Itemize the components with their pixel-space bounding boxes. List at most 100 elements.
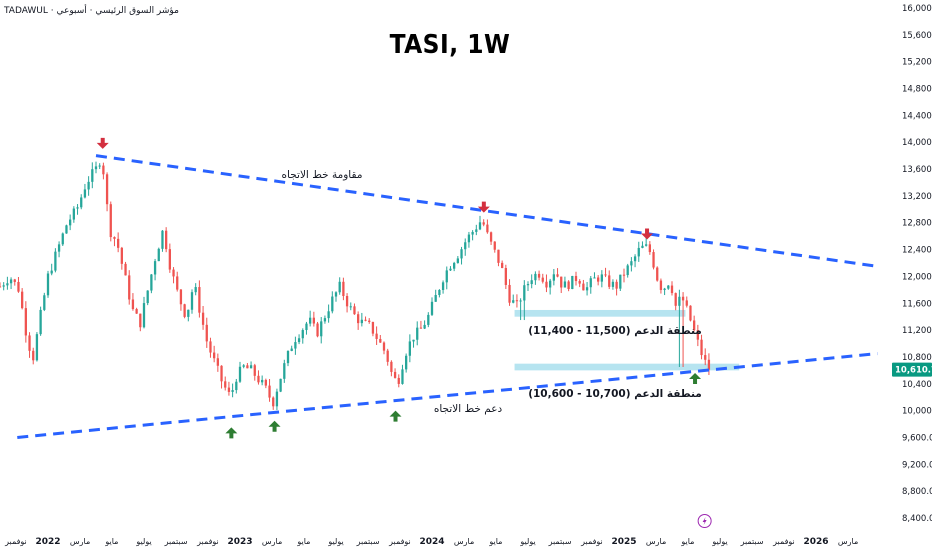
- candle-body[interactable]: [194, 287, 197, 293]
- candle-body[interactable]: [633, 256, 637, 262]
- candle-body[interactable]: [382, 342, 386, 351]
- candle-body[interactable]: [419, 327, 423, 329]
- candle-body[interactable]: [124, 263, 127, 276]
- candle-body[interactable]: [641, 245, 644, 248]
- candle-body[interactable]: [65, 225, 68, 234]
- candle-body[interactable]: [117, 238, 120, 248]
- candle-body[interactable]: [364, 319, 367, 321]
- candle-body[interactable]: [353, 306, 356, 315]
- candle-body[interactable]: [190, 292, 194, 310]
- candle-body[interactable]: [670, 285, 674, 294]
- candle-body[interactable]: [434, 294, 437, 302]
- candle-body[interactable]: [172, 269, 175, 277]
- candle-body[interactable]: [501, 262, 504, 269]
- candle-body[interactable]: [515, 300, 519, 302]
- candle-body[interactable]: [87, 181, 90, 190]
- candle-body[interactable]: [552, 274, 555, 281]
- candle-body[interactable]: [131, 299, 135, 310]
- candle-body[interactable]: [456, 258, 459, 263]
- candle-body[interactable]: [563, 281, 567, 288]
- candle-body[interactable]: [648, 244, 651, 253]
- candle-body[interactable]: [268, 385, 271, 398]
- candle-body[interactable]: [405, 355, 408, 370]
- candle-body[interactable]: [21, 291, 24, 309]
- candle-body[interactable]: [360, 319, 363, 324]
- candle-body[interactable]: [305, 323, 308, 331]
- candle-body[interactable]: [556, 274, 559, 277]
- candle-body[interactable]: [523, 285, 526, 301]
- candle-body[interactable]: [526, 284, 530, 286]
- candle-body[interactable]: [678, 296, 681, 306]
- candle-body[interactable]: [46, 273, 50, 296]
- candle-body[interactable]: [220, 365, 223, 382]
- candle-body[interactable]: [401, 369, 404, 384]
- candle-body[interactable]: [168, 249, 171, 270]
- candle-body[interactable]: [593, 277, 596, 279]
- candle-body[interactable]: [224, 381, 227, 388]
- candle-body[interactable]: [128, 275, 131, 300]
- candle-body[interactable]: [142, 303, 146, 328]
- candle-body[interactable]: [357, 314, 360, 324]
- candle-body[interactable]: [475, 229, 478, 232]
- candle-body[interactable]: [423, 324, 426, 329]
- candle-body[interactable]: [349, 306, 352, 308]
- candle-body[interactable]: [663, 288, 666, 290]
- candle-body[interactable]: [567, 281, 570, 290]
- candle-body[interactable]: [393, 371, 397, 378]
- candle-body[interactable]: [619, 274, 622, 289]
- candle-body[interactable]: [227, 387, 231, 392]
- candle-body[interactable]: [493, 241, 496, 250]
- candle-body[interactable]: [371, 322, 375, 334]
- candle-body[interactable]: [589, 278, 592, 288]
- candle-body[interactable]: [17, 281, 20, 292]
- candle-body[interactable]: [652, 252, 655, 268]
- candle-body[interactable]: [549, 280, 552, 288]
- candle-body[interactable]: [69, 219, 72, 226]
- candle-body[interactable]: [150, 274, 153, 291]
- candle-body[interactable]: [50, 270, 53, 274]
- candle-body[interactable]: [83, 189, 87, 198]
- candle-body[interactable]: [261, 379, 264, 383]
- candle-body[interactable]: [102, 165, 105, 175]
- candle-body[interactable]: [386, 350, 389, 362]
- candle-body[interactable]: [257, 375, 260, 383]
- candle-body[interactable]: [216, 358, 219, 366]
- candle-body[interactable]: [91, 169, 94, 182]
- candle-body[interactable]: [608, 275, 611, 287]
- candle-body[interactable]: [135, 309, 138, 314]
- candle-body[interactable]: [198, 287, 201, 313]
- candle-body[interactable]: [183, 304, 186, 317]
- candle-body[interactable]: [139, 313, 142, 328]
- candle-body[interactable]: [441, 282, 445, 290]
- candle-body[interactable]: [61, 233, 64, 245]
- candle-body[interactable]: [704, 355, 707, 360]
- candle-body[interactable]: [279, 378, 282, 392]
- candle-body[interactable]: [530, 280, 533, 285]
- candle-body[interactable]: [611, 281, 615, 287]
- candle-body[interactable]: [585, 287, 589, 291]
- candle-body[interactable]: [674, 293, 677, 306]
- candle-body[interactable]: [597, 277, 600, 282]
- candle-body[interactable]: [275, 391, 279, 407]
- candle-body[interactable]: [320, 321, 323, 337]
- candle-body[interactable]: [334, 292, 338, 297]
- candle-body[interactable]: [120, 247, 123, 264]
- candle-body[interactable]: [700, 339, 703, 356]
- candle-body[interactable]: [312, 317, 315, 324]
- candle-body[interactable]: [345, 295, 349, 307]
- candle-body[interactable]: [109, 204, 112, 238]
- candle-body[interactable]: [9, 279, 13, 284]
- candle-body[interactable]: [32, 350, 35, 361]
- candle-body[interactable]: [375, 333, 378, 339]
- candle-body[interactable]: [161, 230, 164, 249]
- candle-body[interactable]: [471, 231, 474, 235]
- candle-body[interactable]: [165, 230, 168, 250]
- candle-body[interactable]: [504, 268, 507, 285]
- candle-body[interactable]: [54, 251, 57, 271]
- candle-body[interactable]: [153, 261, 157, 275]
- candle-body[interactable]: [94, 166, 98, 170]
- candle-body[interactable]: [13, 279, 16, 282]
- candle-body[interactable]: [146, 290, 149, 304]
- candle-body[interactable]: [430, 301, 434, 315]
- candle-body[interactable]: [309, 317, 312, 324]
